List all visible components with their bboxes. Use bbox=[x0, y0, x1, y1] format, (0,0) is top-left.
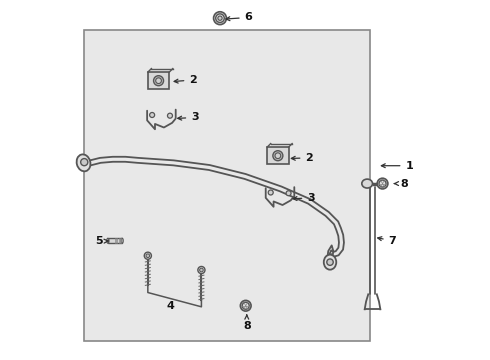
Bar bbox=[267, 147, 289, 164]
Circle shape bbox=[216, 14, 224, 22]
Text: 7: 7 bbox=[378, 236, 396, 246]
Text: 6: 6 bbox=[226, 13, 252, 22]
Text: 3: 3 bbox=[178, 112, 199, 122]
Text: 2: 2 bbox=[292, 153, 313, 163]
Circle shape bbox=[168, 113, 172, 118]
Text: 8: 8 bbox=[243, 315, 251, 332]
Ellipse shape bbox=[324, 255, 336, 270]
Circle shape bbox=[153, 76, 164, 86]
Circle shape bbox=[214, 12, 226, 24]
Circle shape bbox=[199, 268, 203, 272]
Ellipse shape bbox=[121, 238, 123, 243]
Circle shape bbox=[379, 180, 386, 187]
Circle shape bbox=[377, 178, 388, 189]
Circle shape bbox=[146, 254, 149, 257]
Circle shape bbox=[81, 158, 88, 166]
Bar bbox=[108, 238, 122, 243]
Text: 8: 8 bbox=[394, 179, 408, 189]
Circle shape bbox=[286, 191, 291, 196]
Circle shape bbox=[144, 252, 151, 259]
Bar bbox=[148, 72, 169, 89]
Circle shape bbox=[198, 266, 205, 274]
Text: 5: 5 bbox=[95, 237, 108, 247]
Circle shape bbox=[268, 190, 273, 195]
Circle shape bbox=[242, 302, 249, 309]
Text: 1: 1 bbox=[381, 161, 413, 171]
Circle shape bbox=[149, 112, 155, 117]
Ellipse shape bbox=[362, 179, 372, 188]
Circle shape bbox=[327, 259, 333, 265]
Ellipse shape bbox=[76, 154, 91, 171]
Circle shape bbox=[273, 151, 283, 161]
Text: 2: 2 bbox=[174, 75, 197, 85]
Text: 3: 3 bbox=[293, 193, 315, 203]
Ellipse shape bbox=[107, 238, 109, 243]
Circle shape bbox=[156, 78, 161, 84]
Circle shape bbox=[241, 300, 251, 311]
Circle shape bbox=[218, 16, 222, 20]
Circle shape bbox=[275, 153, 281, 158]
Bar bbox=[84, 30, 370, 341]
Text: 4: 4 bbox=[166, 301, 174, 311]
